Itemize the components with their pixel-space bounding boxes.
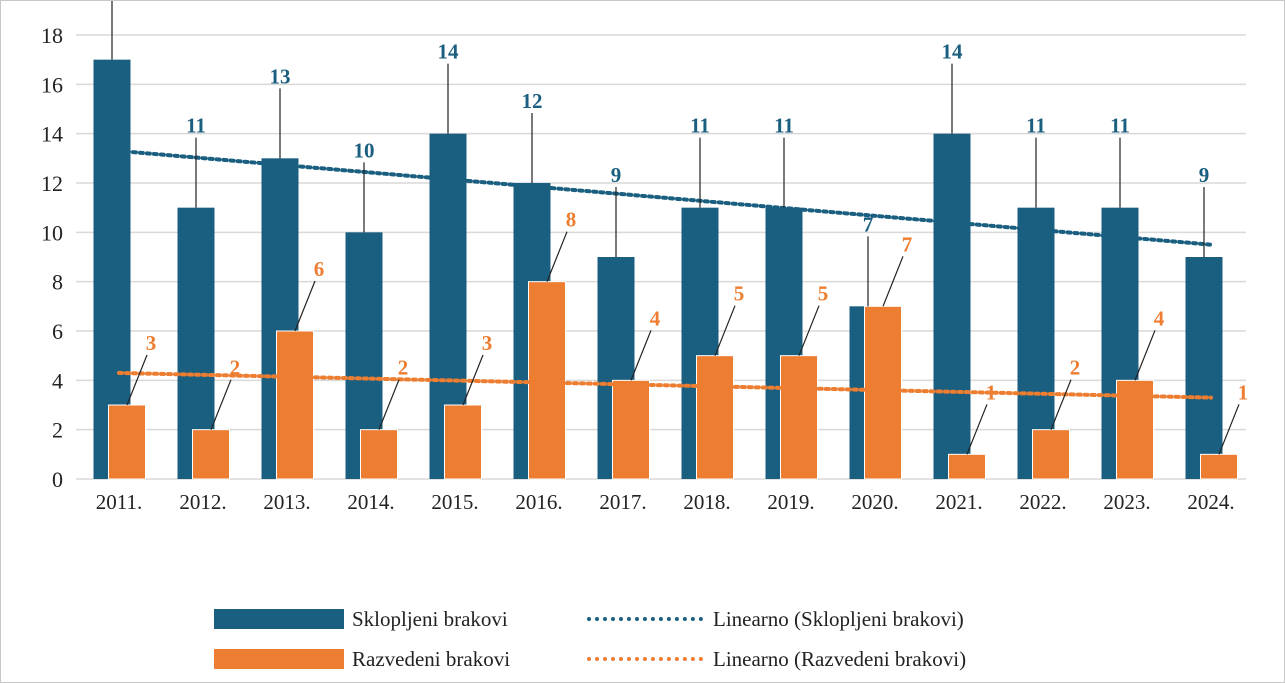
- x-tick-label: 2016.: [515, 490, 562, 514]
- x-tick-label: 2015.: [431, 490, 478, 514]
- data-label: 9: [1199, 163, 1210, 187]
- data-label: 4: [1154, 306, 1165, 330]
- bar-razvedeni: [948, 453, 986, 480]
- data-label: 5: [734, 282, 745, 306]
- y-tick-label: 0: [52, 467, 63, 492]
- data-label: 2: [1070, 356, 1081, 380]
- leader-line: [546, 231, 568, 282]
- leader-line: [630, 330, 652, 381]
- y-tick-label: 10: [41, 220, 63, 245]
- y-tick-label: 18: [41, 23, 63, 48]
- bar-razvedeni: [108, 404, 146, 480]
- bar-razvedeni: [612, 379, 650, 480]
- y-tick-label: 6: [52, 319, 63, 344]
- data-label: 3: [482, 331, 493, 355]
- data-label: 13: [270, 64, 291, 88]
- data-label: 7: [902, 232, 913, 256]
- leader-line: [294, 280, 316, 332]
- y-tick-label: 16: [41, 72, 63, 97]
- bar-razvedeni: [780, 355, 818, 480]
- x-tick-label: 2021.: [935, 490, 982, 514]
- leader-line: [462, 354, 484, 406]
- data-label: 2: [230, 356, 241, 380]
- data-label: 1: [1238, 380, 1249, 404]
- y-tick-label: 2: [52, 418, 63, 443]
- data-label: 9: [611, 163, 622, 187]
- legend-label: Razvedeni brakovi: [352, 646, 511, 671]
- y-tick-label: 14: [41, 122, 63, 147]
- legend-row: Razvedeni brakovi Linearno (Razvedeni br…: [214, 639, 966, 679]
- x-tick-label: 2020.: [851, 490, 898, 514]
- data-label: 10: [354, 138, 375, 162]
- legend-trend-swatch: [587, 657, 703, 661]
- x-tick-label: 2022.: [1019, 490, 1066, 514]
- x-tick-label: 2017.: [599, 490, 646, 514]
- leader-line: [1134, 330, 1156, 381]
- data-label: 11: [774, 114, 794, 138]
- leader-line: [1050, 379, 1072, 430]
- bar-razvedeni: [1032, 429, 1070, 480]
- x-tick-label: 2018.: [683, 490, 730, 514]
- leader-line: [714, 305, 736, 356]
- x-tick-label: 2011.: [96, 490, 142, 514]
- bar-razvedeni: [276, 330, 314, 480]
- x-tick-label: 2013.: [263, 490, 310, 514]
- bar-razvedeni: [696, 355, 734, 480]
- bar-sklopljeni: [1185, 257, 1223, 479]
- legend-row: Sklopljeni brakovi Linearno (Sklopljeni …: [214, 599, 966, 639]
- leader-line: [966, 404, 988, 455]
- data-label: 12: [522, 89, 543, 113]
- bar-razvedeni: [864, 305, 902, 480]
- data-label: 3: [146, 331, 157, 355]
- data-label: 14: [438, 40, 460, 64]
- data-label: 11: [690, 114, 710, 138]
- bar-razvedeni: [360, 429, 398, 480]
- data-label: 1: [986, 380, 997, 404]
- legend-swatch-razvedeni: [214, 649, 344, 669]
- data-label: 5: [818, 282, 829, 306]
- bar-razvedeni: [192, 429, 230, 480]
- data-label: 11: [186, 114, 206, 138]
- bar-sklopljeni: [933, 133, 971, 479]
- y-tick-label: 4: [52, 368, 63, 393]
- bar-razvedeni: [1200, 453, 1238, 480]
- legend-label: Linearno (Razvedeni brakovi): [713, 646, 967, 671]
- data-label: 8: [566, 208, 577, 232]
- x-tick-label: 2012.: [179, 490, 226, 514]
- y-tick-label: 12: [41, 171, 63, 196]
- data-label: 7: [863, 212, 874, 236]
- leader-line: [126, 354, 148, 406]
- data-label: 6: [314, 257, 325, 281]
- x-tick-label: 2024.: [1187, 490, 1234, 514]
- x-tick-label: 2014.: [347, 490, 394, 514]
- data-label: 2: [398, 356, 409, 380]
- leader-line: [882, 256, 904, 307]
- leader-line: [210, 379, 232, 430]
- trendline: [117, 370, 1213, 400]
- data-label: 11: [1110, 114, 1130, 138]
- legend-trend-swatch: [587, 617, 703, 621]
- leader-line: [798, 305, 820, 356]
- legend-label: Sklopljeni brakovi: [352, 606, 508, 631]
- y-tick-label: 8: [52, 270, 63, 295]
- data-label: 4: [650, 306, 661, 330]
- legend-label: Linearno (Sklopljeni brakovi): [713, 606, 964, 631]
- legend: Sklopljeni brakovi Linearno (Sklopljeni …: [214, 599, 966, 679]
- leader-line: [378, 379, 400, 430]
- x-tick-label: 2023.: [1103, 490, 1150, 514]
- data-label: 11: [1026, 114, 1046, 138]
- x-tick-label: 2019.: [767, 490, 814, 514]
- bar-razvedeni: [444, 404, 482, 480]
- leader-line: [1218, 404, 1240, 455]
- trendline: [117, 148, 1213, 247]
- data-label: 14: [942, 40, 964, 64]
- legend-swatch-sklopljeni: [214, 609, 344, 629]
